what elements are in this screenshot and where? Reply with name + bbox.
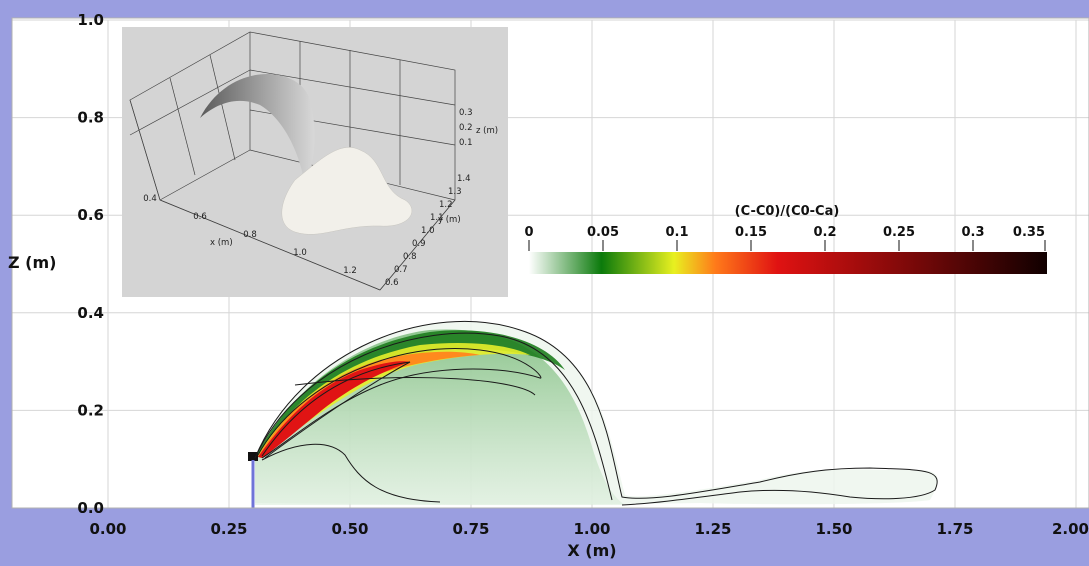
inset-y-tick: 1.1 (430, 213, 444, 223)
x-tick-label: 1.00 (573, 520, 610, 538)
colorbar-gradient (529, 252, 1047, 274)
inset-spreading-surface (281, 147, 413, 235)
x-tick-label: 1.25 (694, 520, 731, 538)
inset-z-label: z (m) (476, 126, 498, 136)
inset-y-tick: 1.4 (457, 174, 471, 184)
contour-lower (261, 443, 441, 503)
contour-inner (294, 377, 536, 396)
inset-x-tick: 1.2 (343, 266, 357, 276)
inset-background (122, 27, 508, 297)
y-tick-label: 0.2 (77, 401, 104, 419)
inset-y-tick: 1.0 (421, 226, 435, 236)
inset-y-tick: 0.7 (394, 265, 408, 275)
colorbar-tick-label: 0.1 (665, 225, 688, 240)
x-tick-label: 2.00 (1052, 520, 1089, 538)
colorbar-title: (C-C0)/(C0-Ca) (735, 204, 840, 219)
colorbar-tick-label: 0.15 (735, 225, 767, 240)
contour-0.2 (261, 361, 411, 459)
colorbar: (C-C0)/(C0-Ca) 0 0.05 0.1 0.15 0.2 0.25 0.3 0.3… (524, 204, 1047, 274)
colorbar-tick-label: 0.3 (961, 225, 984, 240)
contour-lines (254, 320, 938, 506)
colorbar-tick-label: 0.35 (1013, 225, 1045, 240)
x-tick-labels: 0.00 0.25 0.50 0.75 1.00 1.25 1.50 1.75 2.00 (89, 520, 1089, 538)
inset-y-tick: 1.3 (448, 187, 462, 197)
inset-y-ticks: 0.6 0.7 0.8 0.9 1.0 1.1 1.2 1.3 1.4 (385, 174, 471, 288)
y-tick-label: 0.0 (77, 499, 104, 517)
colorbar-ticks: 0 0.05 0.1 0.15 0.2 0.25 0.3 0.35 (524, 225, 1046, 251)
x-tick-label: 0.25 (210, 520, 247, 538)
x-tick-label: 1.50 (815, 520, 852, 538)
y-tick-labels: 0.0 0.2 0.4 0.6 0.8 1.0 (77, 11, 104, 517)
inset-x-tick: 0.6 (193, 212, 207, 222)
inset-y-tick: 0.9 (412, 239, 426, 249)
contour-0.01 (254, 320, 938, 506)
inset-z-tick: 0.1 (459, 138, 473, 148)
inset-x-tick: 1.0 (293, 248, 307, 258)
x-tick-label: 0.00 (89, 520, 126, 538)
y-tick-label: 0.8 (77, 109, 104, 127)
nozzle (248, 452, 258, 461)
colorbar-tick-label: 0.2 (813, 225, 836, 240)
y-tick-label: 0.4 (77, 304, 104, 322)
inset-z-tick: 0.2 (459, 123, 473, 133)
plot-frame (11, 17, 1089, 509)
colorbar-tick-label: 0 (524, 225, 533, 240)
colorbar-tick-label: 0.05 (587, 225, 619, 240)
x-tick-label: 1.75 (936, 520, 973, 538)
y-tick-label: 1.0 (77, 11, 104, 29)
inset-z-ticks: 0.1 0.2 0.3 (459, 108, 473, 148)
y-tick-label: 0.6 (77, 206, 104, 224)
inset-x-tick: 0.8 (243, 230, 257, 240)
inset-y-tick: 0.8 (403, 252, 417, 262)
x-tick-label: 0.75 (452, 520, 489, 538)
inset-y-tick: 0.6 (385, 278, 399, 288)
band-0.2 (258, 361, 410, 458)
inset-x-tick: 0.4 (143, 194, 157, 204)
inset-jet-surface (200, 73, 315, 185)
inset-x-ticks: 0.4 0.6 0.8 1.0 1.2 (143, 194, 357, 276)
inset-3d-view: x (m) y (m) z (m) 0.4 0.6 0.8 1.0 1.2 0.6 0.7… (122, 27, 508, 297)
x-axis-label: X (m) (567, 541, 616, 560)
x-tick-label: 0.50 (331, 520, 368, 538)
colorbar-tick-label: 0.25 (883, 225, 915, 240)
contour-0.05 (254, 332, 613, 501)
inset-z-tick: 0.3 (459, 108, 473, 118)
concentration-field (248, 321, 938, 505)
inset-x-label: x (m) (210, 238, 233, 248)
inset-y-label: y (m) (438, 215, 461, 225)
y-axis-label: Z (m) (8, 253, 56, 272)
inset-y-tick: 1.2 (439, 200, 453, 210)
